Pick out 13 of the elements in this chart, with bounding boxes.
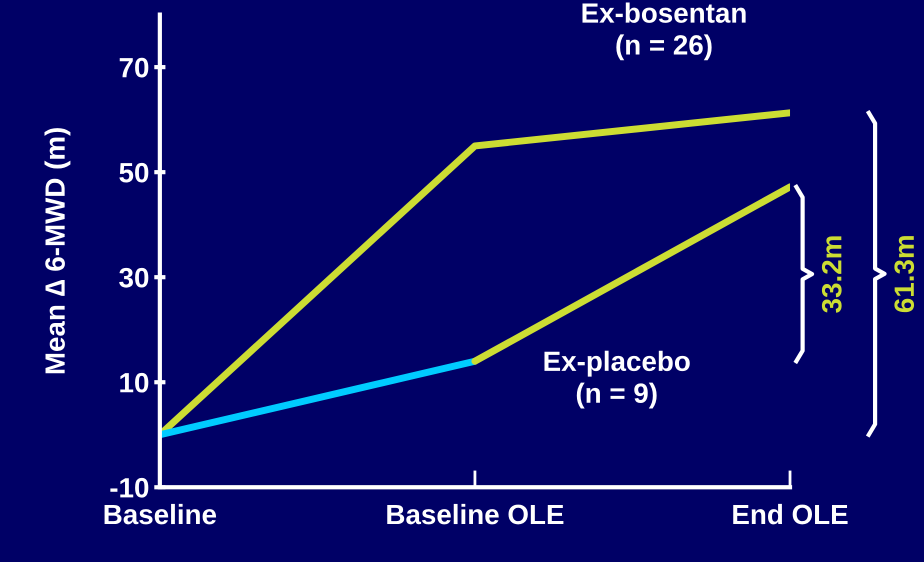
text: Ex-placebo (n = 9): [544, 350, 690, 409]
y-tick-label: -10: [110, 478, 148, 498]
y-tick-label: 50: [119, 162, 148, 182]
x-tick-label: Baseline OLE: [387, 504, 564, 524]
y-tick-label: 10: [120, 372, 148, 393]
y-tick-label: 70: [120, 58, 148, 78]
text: 33.2m: [822, 236, 842, 313]
y-axis-title: Mean ∆ 6-MWD (m): [44, 128, 70, 374]
y-tick-label: 30: [119, 268, 148, 288]
x-tick-label: End OLE: [733, 504, 848, 524]
x-tick-label: Baseline: [104, 504, 216, 524]
text: 61.3m: [894, 236, 914, 312]
text: Ex-bosentan (n = 26): [582, 2, 746, 60]
